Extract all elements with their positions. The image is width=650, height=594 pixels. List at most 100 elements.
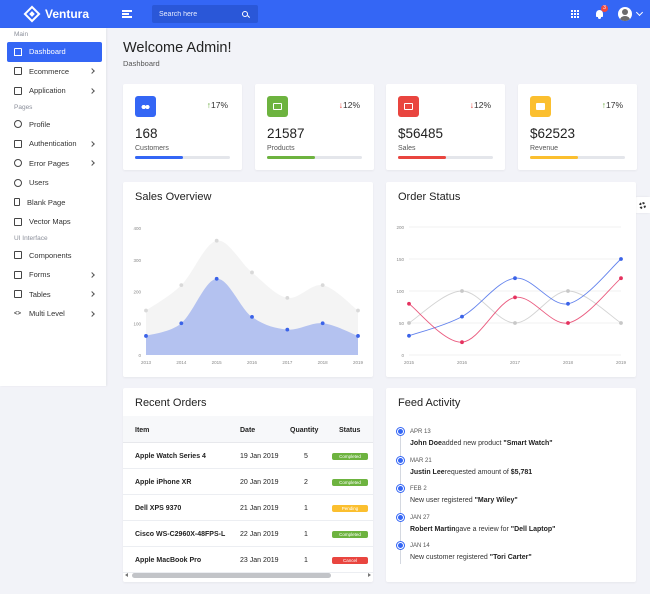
sidebar-item-error-pages[interactable]: Error Pages bbox=[7, 154, 102, 174]
order-date: 21 Jan 2019 bbox=[240, 505, 279, 512]
sidebar-item-vector-maps[interactable]: Vector Maps bbox=[7, 212, 102, 232]
sales-overview-chart: 0 100 200 300 400 2013 2014 2015 2016 2017 2018 201… bbox=[133, 226, 363, 365]
feed-date: JAN 14 bbox=[410, 543, 430, 549]
x-tick-label: 2015 bbox=[404, 360, 415, 365]
feed-message: requested amount of bbox=[444, 468, 511, 476]
brand[interactable]: Ventura bbox=[0, 0, 106, 28]
chevron-right-icon bbox=[89, 140, 95, 147]
series-1-point[interactable] bbox=[356, 334, 360, 338]
map-icon bbox=[14, 217, 22, 226]
feed-user: Robert Martin bbox=[410, 525, 456, 533]
chevron-right-icon bbox=[89, 271, 95, 278]
feed-text: Robert Martingave a review for "Dell Lap… bbox=[410, 526, 556, 533]
feed-date: FEB 2 bbox=[410, 486, 427, 492]
series-0-point[interactable] bbox=[513, 321, 517, 325]
order-status-chart: 0 50 100 150 200 2015 2016 2017 2018 2019 bbox=[396, 225, 627, 365]
status-badge: Completed bbox=[332, 531, 368, 538]
table-row[interactable]: Dell XPS 9370 21 Jan 2019 1 Pending bbox=[123, 495, 373, 521]
orders-table-header: Item Date Quantity Status bbox=[123, 416, 373, 443]
series-0-point[interactable] bbox=[566, 289, 570, 293]
sidebar-item-dashboard[interactable]: Dashboard bbox=[7, 42, 102, 62]
series-0-point[interactable] bbox=[460, 289, 464, 293]
lock-icon bbox=[14, 139, 22, 148]
order-item: Cisco WS-C2960X-48FPS-L bbox=[135, 531, 226, 538]
breadcrumb[interactable]: Dashboard bbox=[123, 59, 160, 68]
chevron-down-icon[interactable] bbox=[635, 8, 644, 17]
apps-grid-icon[interactable] bbox=[571, 10, 579, 18]
order-date: 22 Jan 2019 bbox=[240, 531, 279, 538]
series-2-point[interactable] bbox=[619, 276, 623, 281]
y-tick-label: 150 bbox=[396, 257, 404, 262]
table-row[interactable]: Apple MacBook Pro 23 Jan 2019 1 Cancel bbox=[123, 547, 373, 573]
horizontal-scrollbar[interactable] bbox=[123, 571, 373, 579]
scroll-left-arrow-icon[interactable] bbox=[125, 573, 128, 577]
series-0-point[interactable] bbox=[619, 321, 623, 325]
series-0-point[interactable] bbox=[285, 295, 290, 300]
order-quantity: 5 bbox=[304, 453, 308, 460]
stat-card-sales: ↓12% $56485 Sales bbox=[386, 84, 505, 170]
sidebar-item-label: Forms bbox=[29, 270, 51, 280]
series-0-point[interactable] bbox=[179, 283, 184, 288]
stat-progress-bar bbox=[398, 156, 493, 159]
sidebar-item-users[interactable]: Users bbox=[7, 173, 102, 193]
series-1-point[interactable] bbox=[214, 276, 219, 281]
series-1-point[interactable] bbox=[513, 276, 517, 281]
sidebar-item-profile[interactable]: Profile bbox=[7, 115, 102, 135]
series-1-point[interactable] bbox=[460, 314, 464, 319]
series-1-point[interactable] bbox=[285, 327, 290, 332]
series-1-point[interactable] bbox=[566, 301, 570, 306]
series-0-point[interactable] bbox=[214, 238, 219, 243]
notifications-bell-icon[interactable]: 3 bbox=[595, 5, 608, 19]
menu-toggle-icon[interactable] bbox=[122, 10, 132, 18]
scroll-right-arrow-icon[interactable] bbox=[368, 573, 371, 577]
sidebar-item-label: Dashboard bbox=[29, 47, 66, 57]
series-2-point[interactable] bbox=[460, 340, 464, 345]
series-1-point[interactable] bbox=[144, 334, 148, 338]
sidebar-item-tables[interactable]: Tables bbox=[7, 285, 102, 305]
stat-label: Revenue bbox=[530, 145, 559, 152]
series-0-point[interactable] bbox=[250, 270, 254, 275]
y-tick-label: 100 bbox=[396, 289, 404, 294]
series-1-point[interactable] bbox=[250, 315, 254, 319]
series-2-point[interactable] bbox=[566, 321, 570, 325]
scrollbar-thumb[interactable] bbox=[132, 573, 331, 578]
sidebar-item-application[interactable]: Application bbox=[7, 81, 102, 101]
file-icon bbox=[14, 198, 20, 207]
series-1-point[interactable] bbox=[407, 333, 411, 338]
sidebar-item-ecommerce[interactable]: Ecommerce bbox=[7, 62, 102, 82]
page-title: Welcome Admin! bbox=[123, 40, 232, 56]
table-icon bbox=[14, 290, 22, 299]
series-0-point[interactable] bbox=[356, 308, 360, 313]
sidebar-item-blank-page[interactable]: Blank Page bbox=[7, 193, 102, 213]
status-badge: Completed bbox=[332, 453, 368, 460]
series-1-point[interactable] bbox=[320, 321, 325, 326]
table-row[interactable]: Cisco WS-C2960X-48FPS-L 22 Jan 2019 1 Co… bbox=[123, 521, 373, 547]
stat-value: 21587 bbox=[267, 126, 305, 141]
series-2-point[interactable] bbox=[407, 301, 411, 306]
table-row[interactable]: Apple iPhone XR 20 Jan 2019 2 Completed bbox=[123, 469, 373, 495]
order-quantity: 1 bbox=[304, 557, 308, 564]
series-1-point[interactable] bbox=[179, 321, 184, 326]
x-tick-label: 2019 bbox=[616, 360, 627, 365]
settings-toggle[interactable] bbox=[634, 197, 650, 213]
series-0-point[interactable] bbox=[320, 283, 325, 288]
series-0-point[interactable] bbox=[144, 308, 148, 313]
sidebar-item-forms[interactable]: Forms bbox=[7, 265, 102, 285]
series-2-point[interactable] bbox=[513, 295, 517, 300]
y-tick-label: 400 bbox=[133, 226, 141, 231]
search-icon[interactable] bbox=[242, 11, 248, 17]
user-avatar[interactable] bbox=[618, 7, 632, 21]
table-row[interactable]: Apple Watch Series 4 19 Jan 2019 5 Compl… bbox=[123, 443, 373, 469]
sidebar-item-label: Profile bbox=[29, 119, 51, 129]
sidebar-item-components[interactable]: Components bbox=[7, 246, 102, 266]
series-1-point[interactable] bbox=[619, 257, 623, 261]
series-0-point[interactable] bbox=[407, 321, 411, 325]
sidebar-item-authentication[interactable]: Authentication bbox=[7, 134, 102, 154]
revenue-icon bbox=[530, 96, 551, 117]
order-item: Dell XPS 9370 bbox=[135, 505, 182, 512]
stat-progress-bar bbox=[267, 156, 362, 159]
search-input[interactable] bbox=[159, 10, 239, 18]
sidebar-item-multi-level[interactable]: <> Multi Level bbox=[7, 304, 102, 324]
order-date: 19 Jan 2019 bbox=[240, 453, 279, 460]
order-quantity: 1 bbox=[304, 505, 308, 512]
